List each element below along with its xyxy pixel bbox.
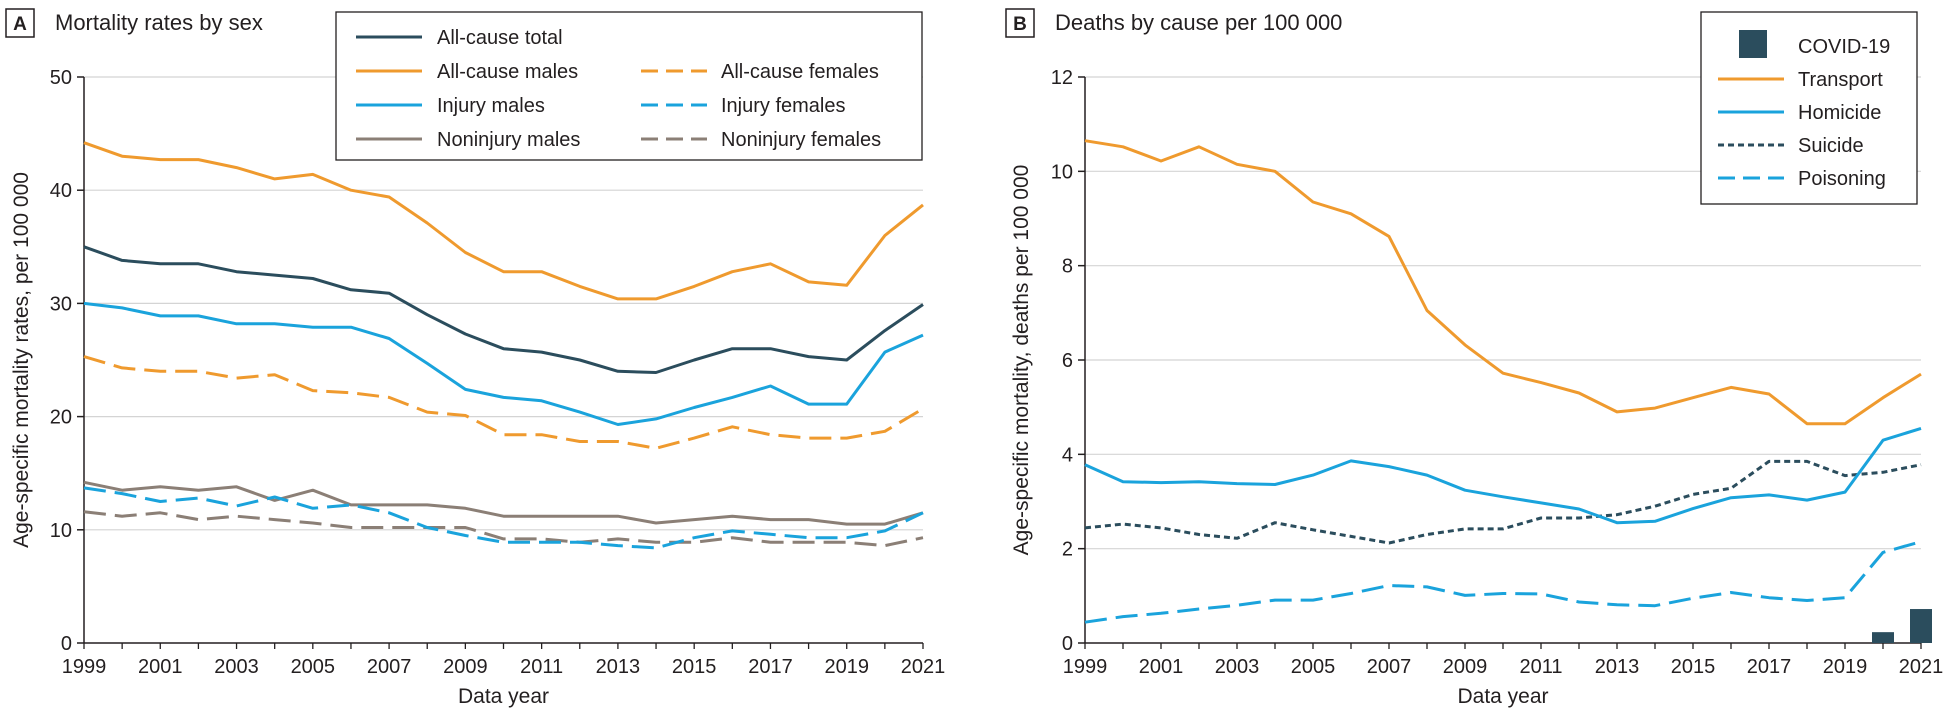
legend-a-label-injury-females: Injury females <box>721 95 846 117</box>
chart-b-line-poisoning <box>1084 540 1922 624</box>
chart-a-line-noninjury-females <box>83 510 924 548</box>
panel-b-letter-box <box>1005 8 1035 38</box>
chart-b-x-tick-label: 2019 <box>1823 656 1868 678</box>
chart-b-x-tick-label: 2003 <box>1215 656 1260 678</box>
legend-a-label-noninjury-females: Noninjury females <box>721 129 881 151</box>
legend-b-label-covid-19: COVID-19 <box>1798 36 1890 58</box>
chart-b-line-transport <box>1084 139 1922 426</box>
chart-b-y-tick-label: 10 <box>1051 161 1073 183</box>
chart-a-x-tick-label: 1999 <box>62 656 107 678</box>
legend-a-label-all-cause-males: All-cause males <box>437 61 578 83</box>
chart-b-x-tick-label: 2017 <box>1747 656 1792 678</box>
chart-b-y-tick-label: 2 <box>1062 539 1073 561</box>
chart-b-line-homicide <box>1084 426 1922 525</box>
chart-a-x-tick-label: 2019 <box>824 656 869 678</box>
chart-b-y-tick-label: 12 <box>1051 67 1073 89</box>
chart-a-x-tick-label: 2011 <box>520 656 563 678</box>
chart-a-y-tick-label: 40 <box>50 180 72 202</box>
panel-b-header: B Deaths by cause per 100 000 <box>1005 8 1342 38</box>
legend-a-label-all-cause-females: All-cause females <box>721 61 879 83</box>
chart-b-bar-covid-19-2021 <box>1910 609 1932 643</box>
legend-a-box <box>335 11 923 161</box>
chart-a-y-tick-label: 0 <box>61 633 72 655</box>
chart-b-x-tick-label: 2007 <box>1367 656 1412 678</box>
legend-b-box <box>1700 11 1918 205</box>
chart-deaths-by-cause: 0 2 4 6 8 10 12 1999 2001 2003 2005 2007 2009 2011 201… <box>1010 11 1944 708</box>
legend-b-label-suicide: Suicide <box>1798 135 1864 157</box>
legend-b-label-homicide: Homicide <box>1798 102 1881 124</box>
legend-a-label-noninjury-males: Noninjury males <box>437 129 580 151</box>
chart-a-x-tick-label: 2001 <box>138 656 183 678</box>
chart-b-y-axis-title: Age-specific mortality, deaths per 100 0… <box>1010 165 1033 556</box>
chart-a-x-tick-label: 2003 <box>214 656 259 678</box>
chart-b-y-tick-label: 0 <box>1062 633 1073 655</box>
chart-b-x-tick-label: 1999 <box>1063 656 1108 678</box>
chart-a-x-tick-label: 2009 <box>443 656 488 678</box>
chart-mortality-by-sex: 0 10 20 30 40 50 1999 2001 2003 2005 2007 2009 2011 2… <box>10 11 946 708</box>
panel-b-letter: B <box>1013 14 1027 35</box>
chart-a-x-tick-label: 2017 <box>748 656 793 678</box>
chart-b-x-tick-label: 2001 <box>1139 656 1184 678</box>
chart-b-x-tick-label: 2021 <box>1899 656 1944 678</box>
chart-a-x-tick-label: 2021 <box>901 656 946 678</box>
legend-a-label-all-cause-total: All-cause total <box>437 27 563 49</box>
chart-a-x-axis-title: Data year <box>458 685 549 708</box>
chart-b-y-tick-label: 6 <box>1062 350 1073 372</box>
legend-b-label-transport: Transport <box>1798 69 1883 91</box>
chart-b-x-tick-label: 2013 <box>1595 656 1640 678</box>
chart-a-line-all-cause-total <box>83 245 924 374</box>
chart-b-x-tick-label: 2011 <box>1519 656 1562 678</box>
chart-a-y-axis-title: Age-specific mortality rates, per 100 00… <box>10 172 33 548</box>
chart-a-y-tick-label: 50 <box>50 67 72 89</box>
panel-a-header: A Mortality rates by sex <box>5 8 263 38</box>
chart-a-line-all-cause-females <box>83 355 924 450</box>
panel-b-title: Deaths by cause per 100 000 <box>1055 10 1342 35</box>
chart-b-x-tick-label: 2015 <box>1671 656 1716 678</box>
chart-a-y-tick-label: 30 <box>50 293 72 315</box>
legend-b-label-poisoning: Poisoning <box>1798 168 1886 190</box>
chart-a-line-noninjury-males <box>83 480 924 526</box>
chart-a-x-tick-label: 2005 <box>291 656 336 678</box>
chart-a-x-tick-label: 2007 <box>367 656 412 678</box>
chart-a-y-tick-label: 10 <box>50 520 72 542</box>
chart-b-x-axis-title: Data year <box>1457 685 1548 708</box>
chart-a-line-all-cause-males <box>83 141 924 301</box>
chart-a-x-tick-label: 2015 <box>672 656 717 678</box>
chart-a-line-injury-males <box>83 301 924 426</box>
legend-b-swatch-covid-19 <box>1739 30 1767 58</box>
chart-b-y-tick-label: 8 <box>1062 256 1073 278</box>
chart-b-y-tick-label: 4 <box>1062 444 1073 466</box>
chart-a-x-tick-label: 2013 <box>596 656 641 678</box>
chart-b-x-tick-label: 2005 <box>1291 656 1336 678</box>
legend-a-label-injury-males: Injury males <box>437 95 545 117</box>
chart-b-line-suicide <box>1084 459 1922 545</box>
chart-a-y-tick-label: 20 <box>50 407 72 429</box>
chart-b-x-tick-label: 2009 <box>1443 656 1488 678</box>
chart-b-bar-covid-19-2020 <box>1872 632 1894 643</box>
panel-a-title: Mortality rates by sex <box>55 10 263 35</box>
panel-a-letter-box <box>5 8 35 38</box>
panel-a-letter: A <box>13 14 27 35</box>
chart-a-line-injury-females <box>83 486 924 550</box>
